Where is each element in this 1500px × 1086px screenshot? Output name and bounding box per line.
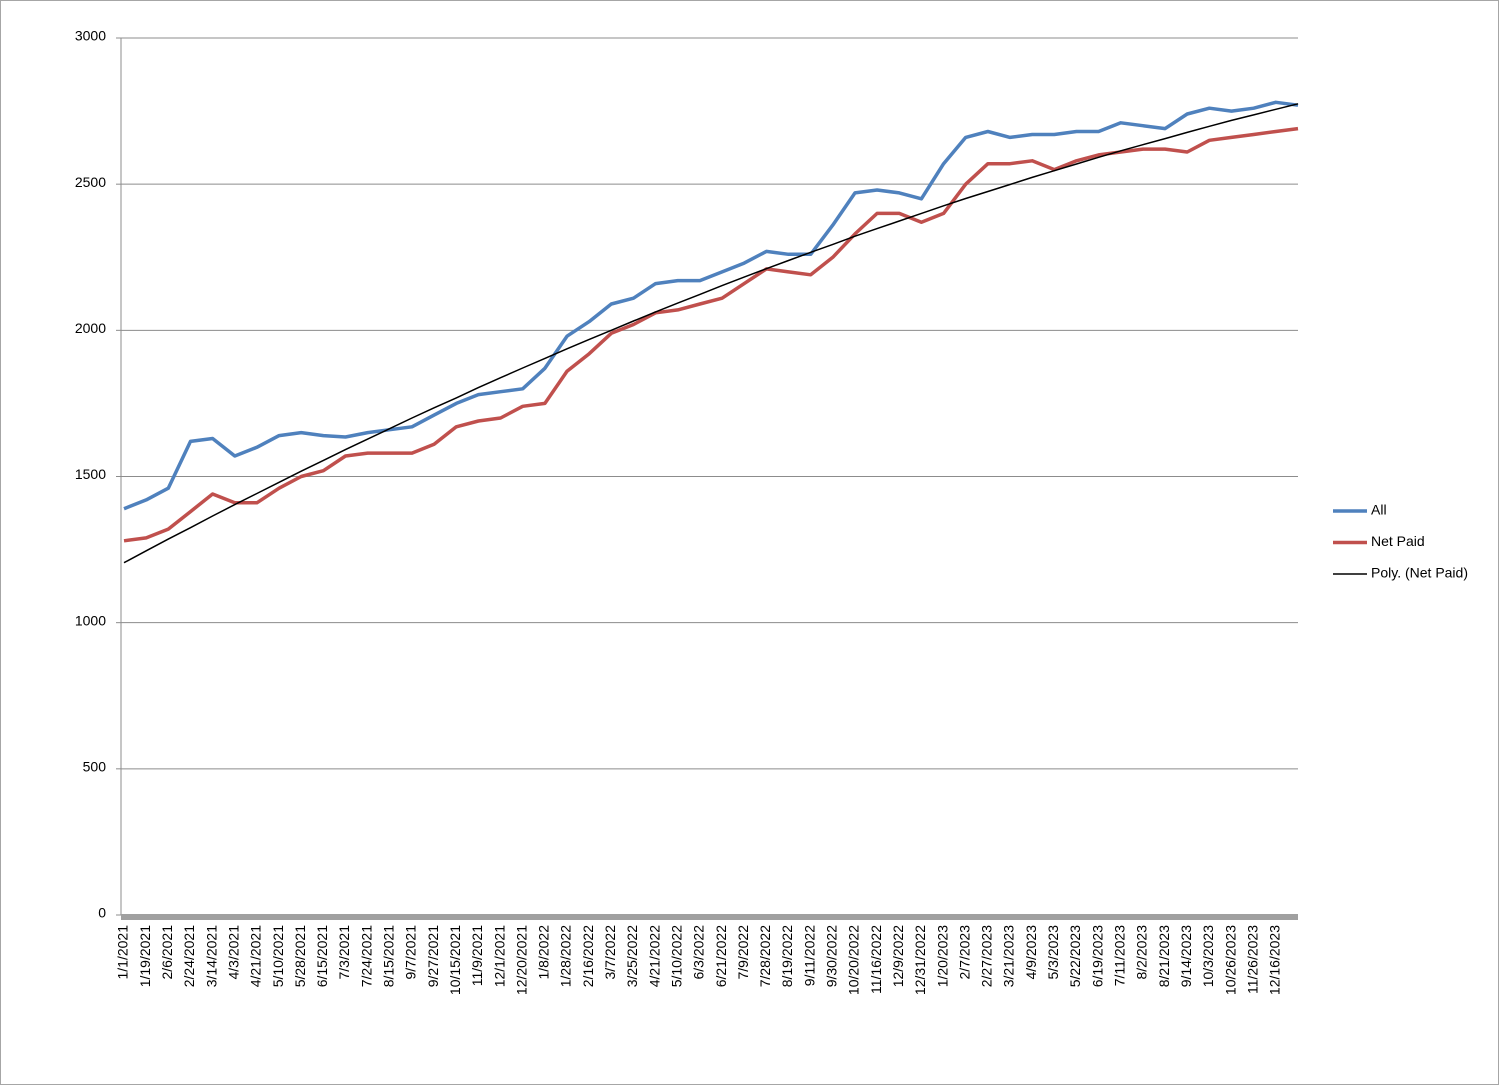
x-tick-label: 1/28/2022: [558, 925, 574, 987]
x-tick-label: 7/28/2022: [757, 925, 773, 987]
x-tick-label: 5/10/2021: [270, 925, 286, 987]
x-tick-label: 12/31/2022: [912, 925, 928, 995]
x-tick-label: 11/9/2021: [469, 925, 485, 986]
x-tick-label: 9/7/2021: [403, 925, 419, 980]
x-tick-label: 7/11/2023: [1111, 925, 1127, 986]
y-tick-label: 3000: [75, 28, 106, 44]
x-tick-label: 12/1/2021: [491, 925, 507, 987]
x-tick-label: 8/15/2021: [381, 925, 397, 987]
x-tick-label: 2/24/2021: [181, 925, 197, 987]
x-tick-label: 6/15/2021: [314, 925, 330, 987]
x-tick-label: 9/27/2021: [425, 925, 441, 987]
x-tick-label: 2/16/2022: [580, 925, 596, 987]
legend-label: Net Paid: [1371, 533, 1425, 549]
x-tick-label: 9/11/2022: [801, 925, 817, 986]
x-tick-label: 5/22/2023: [1067, 925, 1083, 987]
y-tick-label: 2000: [75, 320, 106, 336]
x-tick-label: 2/27/2023: [979, 925, 995, 987]
x-tick-label: 12/16/2023: [1267, 925, 1283, 995]
x-tick-label: 8/2/2023: [1134, 925, 1150, 980]
x-tick-label: 6/3/2022: [691, 925, 707, 980]
x-tick-label: 6/19/2023: [1089, 925, 1105, 987]
x-tick-label: 7/3/2021: [336, 925, 352, 980]
x-tick-label: 4/9/2023: [1023, 925, 1039, 980]
y-tick-label: 2500: [75, 174, 106, 190]
series-line: [123, 100, 1299, 511]
x-tick-label: 7/9/2022: [735, 925, 751, 980]
x-tick-label: 4/21/2021: [248, 925, 264, 987]
y-tick-label: 500: [83, 759, 107, 775]
x-tick-label: 9/30/2022: [824, 925, 840, 987]
x-tick-label: 8/19/2022: [779, 925, 795, 987]
x-tick-label: 3/7/2022: [602, 925, 618, 980]
x-tick-label: 10/20/2022: [846, 925, 862, 995]
x-tick-label: 3/14/2021: [203, 925, 219, 987]
series-line: [123, 103, 1299, 564]
x-tick-label: 1/19/2021: [137, 925, 153, 987]
x-tick-label: 11/16/2022: [868, 925, 884, 994]
legend-label: All: [1371, 502, 1387, 518]
x-tick-label: 3/25/2022: [624, 925, 640, 987]
x-tick-label: 9/14/2023: [1178, 925, 1194, 987]
y-tick-label: 1000: [75, 612, 106, 628]
x-tick-label: 6/21/2022: [713, 925, 729, 987]
x-tick-label: 2/7/2023: [956, 925, 972, 980]
x-tick-label: 4/21/2022: [646, 925, 662, 987]
x-tick-label: 10/3/2023: [1200, 925, 1216, 987]
x-tick-label: 10/26/2023: [1222, 925, 1238, 995]
x-tick-label: 5/28/2021: [292, 925, 308, 987]
x-tick-label: 8/21/2023: [1156, 925, 1172, 987]
x-tick-label: 10/15/2021: [447, 925, 463, 995]
y-tick-label: 1500: [75, 466, 106, 482]
x-tick-label: 4/3/2021: [225, 925, 241, 980]
x-tick-label: 5/3/2023: [1045, 925, 1061, 980]
x-tick-label: 12/20/2021: [513, 925, 529, 995]
legend-label: Poly. (Net Paid): [1371, 565, 1468, 581]
x-tick-label: 7/24/2021: [358, 925, 374, 987]
x-tick-label: 3/21/2023: [1001, 925, 1017, 987]
x-tick-label: 1/20/2023: [934, 925, 950, 987]
x-tick-label: 12/9/2022: [890, 925, 906, 987]
x-tick-label: 5/10/2022: [668, 925, 684, 987]
x-tick-label: 1/1/2021: [115, 925, 131, 980]
x-axis: [121, 914, 1298, 920]
x-tick-label: 1/8/2022: [536, 925, 552, 980]
x-tick-label: 2/6/2021: [159, 925, 175, 980]
y-tick-label: 0: [98, 905, 106, 921]
series-line: [123, 126, 1299, 543]
x-tick-label: 11/26/2023: [1244, 925, 1260, 994]
